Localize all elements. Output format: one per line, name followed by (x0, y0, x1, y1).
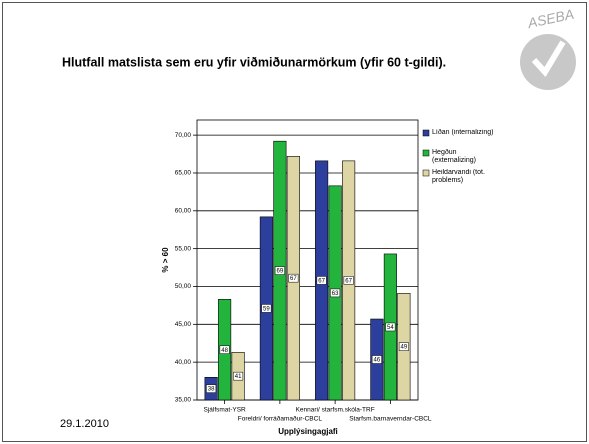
value-label-box (206, 384, 217, 393)
legend-swatch (422, 129, 430, 137)
x-tick-label: Kennari/ starfsm.skóla-TRF (296, 407, 375, 414)
value-label-box (288, 273, 299, 283)
value-label-box (371, 355, 382, 364)
value-label: 69 (277, 269, 284, 275)
legend-entry: Hegðun (externalizing) (432, 149, 476, 164)
value-label-box (385, 322, 396, 332)
legend-label: Heildarvandi (tot. problems) (432, 169, 485, 184)
value-label-box (219, 345, 230, 354)
value-label-box (274, 266, 285, 275)
value-label: 46 (374, 358, 381, 364)
value-label: 49 (401, 345, 408, 351)
value-label-box (261, 304, 272, 313)
y-tick-label: 60,00 (175, 208, 192, 215)
y-tick-label: 70,00 (175, 132, 192, 139)
value-label: 54 (387, 325, 394, 331)
value-label: 48 (221, 348, 228, 354)
value-label: 67 (318, 279, 325, 285)
y-axis-label: % > 60 (161, 247, 170, 273)
x-tick-label: Sjálfsmat-YSR (203, 407, 246, 414)
date: 29.1.2010 (60, 418, 109, 430)
value-label: 67 (290, 276, 297, 282)
y-tick-label: 65,00 (175, 170, 192, 177)
legend-label: Hegðun (externalizing) (432, 149, 476, 164)
chart-title: Hlutfall matslista sem eru yfir viðmiðun… (62, 55, 446, 69)
x-tick-label: Starfsm.barnaverndar-CBCL (349, 416, 432, 423)
y-tick-label: 55,00 (175, 245, 192, 252)
legend-label: Líðan (internalizing) (432, 129, 494, 136)
x-axis-label: Upplýsingagjafi (278, 427, 338, 436)
value-label: 41 (235, 374, 242, 380)
value-label: 38 (208, 387, 215, 393)
y-tick-label: 50,00 (175, 283, 192, 290)
value-label: 67 (345, 279, 352, 285)
value-label-box (316, 276, 327, 285)
y-tick-label: 45,00 (175, 321, 192, 328)
value-label: 59 (263, 307, 270, 313)
legend-entry: Líðan (internalizing) (432, 129, 494, 136)
legend-swatch (422, 149, 430, 157)
value-label: 63 (332, 291, 339, 297)
value-label-box (398, 342, 409, 351)
value-label-box (233, 371, 244, 381)
logo: ASEBA (520, 6, 576, 90)
value-label-box (343, 276, 354, 285)
y-tick-label: 35,00 (175, 397, 192, 404)
x-tick-label: Foreldri/ forráðamaður-CBCL (238, 415, 323, 423)
legend-entry: Heildarvandi (tot. problems) (432, 169, 485, 184)
legend-swatch (422, 169, 430, 177)
value-label-box (330, 288, 341, 298)
y-tick-label: 40,00 (175, 359, 192, 366)
